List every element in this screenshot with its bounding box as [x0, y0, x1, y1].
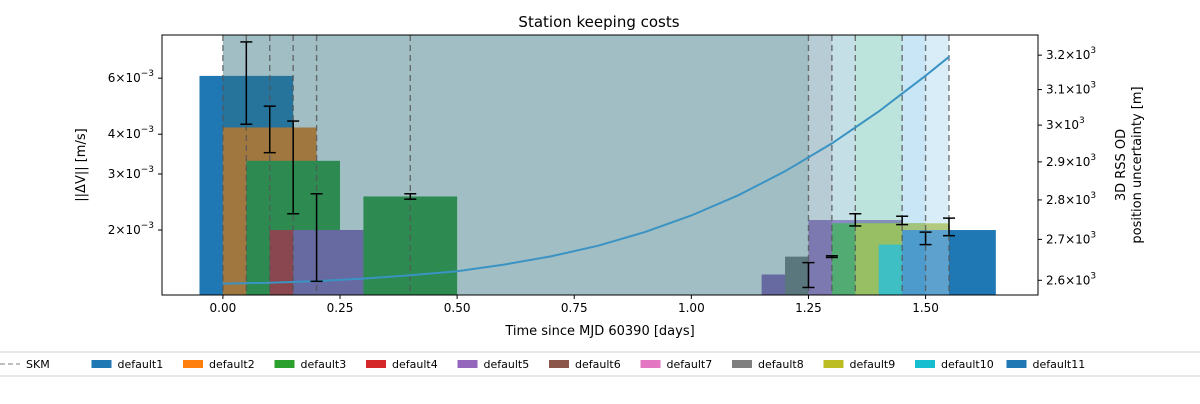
errorbar-8: [849, 213, 862, 227]
y-right-tick-label-6: 3.2×103: [1046, 46, 1096, 62]
uncertainty-window-3: [831, 35, 856, 295]
x-axis-label: Time since MJD 60390 [days]: [504, 324, 694, 339]
legend-swatch: [915, 360, 935, 368]
legend-label: default6: [575, 358, 621, 371]
errorbar-10: [919, 231, 932, 246]
legend-swatch: [823, 360, 844, 368]
legend-swatch: [732, 360, 752, 368]
legend-label: default5: [484, 358, 530, 371]
legend-swatch: [1006, 360, 1027, 368]
legend-label: default9: [850, 358, 896, 371]
legend-entry-default7: default7: [640, 358, 713, 371]
errorbar-1: [240, 41, 253, 125]
legend-entry-SKM: SKM: [0, 358, 50, 371]
plot-area: [199, 35, 996, 295]
legend-entry-default2: default2: [183, 358, 255, 371]
legend: SKM default1 default2 default3 default4 defau…: [0, 351, 1200, 377]
plot-inner: [199, 35, 996, 295]
x-tick-label-0: 0.00: [210, 301, 237, 315]
legend-entry-default8: default8: [732, 358, 804, 371]
y-right-tick-label-4: 3×103: [1046, 116, 1085, 132]
legend-swatch: [91, 360, 112, 368]
legend-label: SKM: [26, 358, 50, 371]
legend-entry-default10: default10: [915, 358, 994, 371]
legend-entry-default1: default1: [91, 358, 164, 371]
legend-label: default10: [941, 358, 994, 371]
y-left-tick-label-2: 4×10−3: [108, 125, 154, 141]
legend-label: default7: [667, 358, 713, 371]
legend-entry-default5: default5: [457, 358, 530, 371]
y-axis-label-right-line2: position uncertainty [m]: [1130, 86, 1145, 243]
legend-frame: [0, 351, 1200, 377]
errorbar-3: [287, 120, 300, 215]
legend-entry-default6: default6: [549, 358, 621, 371]
x-tick-label-5: 1.25: [795, 301, 822, 315]
x-tick-label-2: 0.50: [444, 301, 471, 315]
axes-frame: [161, 34, 1039, 296]
y-right-tick-label-5: 3.1×103: [1046, 81, 1096, 97]
legend-swatch: [457, 360, 478, 368]
legend-swatch: [549, 360, 569, 368]
uncertainty-window-4: [855, 35, 903, 295]
errorbar-6: [802, 261, 815, 289]
legend-swatch: [640, 360, 661, 368]
x-tick-label-1: 0.25: [327, 301, 354, 315]
uncertainty-window-5: [902, 35, 926, 295]
errorbar-5: [404, 193, 417, 200]
legend-swatch: [366, 360, 386, 368]
legend-label: default3: [301, 358, 347, 371]
y-left-tick-label-1: 3×10−3: [108, 165, 154, 181]
errorbar-11: [942, 217, 955, 237]
uncertainty-window-6: [925, 35, 949, 295]
legend-label: default2: [209, 358, 255, 371]
uncertainty-window-2: [808, 35, 832, 295]
legend-swatch: [274, 360, 295, 368]
errorbar-7: [825, 255, 838, 259]
y-right-tick-label-0: 2.6×103: [1046, 271, 1096, 287]
uncertainty-window-1: [222, 35, 809, 295]
legend-swatch: [183, 360, 203, 368]
y-left-tick-label-3: 6×10−3: [108, 69, 154, 85]
legend-label: default11: [1033, 358, 1086, 371]
legend-entry-default4: default4: [366, 358, 438, 371]
x-tick-label-3: 0.75: [561, 301, 588, 315]
y-right-tick-label-2: 2.8×103: [1046, 191, 1096, 207]
x-tick-label-6: 1.50: [912, 301, 939, 315]
uncertainty-line: [222, 56, 950, 285]
legend-entry-default11: default11: [1006, 358, 1086, 371]
y-right-tick-label-3: 2.9×103: [1046, 153, 1096, 169]
y-axis-label-left: ||ΔV|| [m/s]: [74, 128, 89, 201]
y-left-tick-label-0: 2×10−3: [108, 221, 154, 237]
errorbar-2: [263, 105, 276, 154]
legend-entry-default3: default3: [274, 358, 347, 371]
legend-label: default1: [118, 358, 164, 371]
axes: 0.00 0.25 0.50 0.75 1.00 1.25 1.50 2×10−3 3×10−3…: [108, 34, 1096, 315]
legend-label: default8: [758, 358, 804, 371]
chart-title: Station keeping costs: [518, 13, 679, 31]
errorbar-4: [310, 193, 323, 283]
errorbar-9: [896, 215, 909, 226]
x-tick-label-4: 1.00: [678, 301, 705, 315]
legend-entry-default9: default9: [823, 358, 896, 371]
legend-label: default4: [392, 358, 438, 371]
y-axis-label-right-line1: 3D RSS OD: [1114, 129, 1129, 201]
y-right-tick-label-1: 2.7×103: [1046, 230, 1096, 246]
